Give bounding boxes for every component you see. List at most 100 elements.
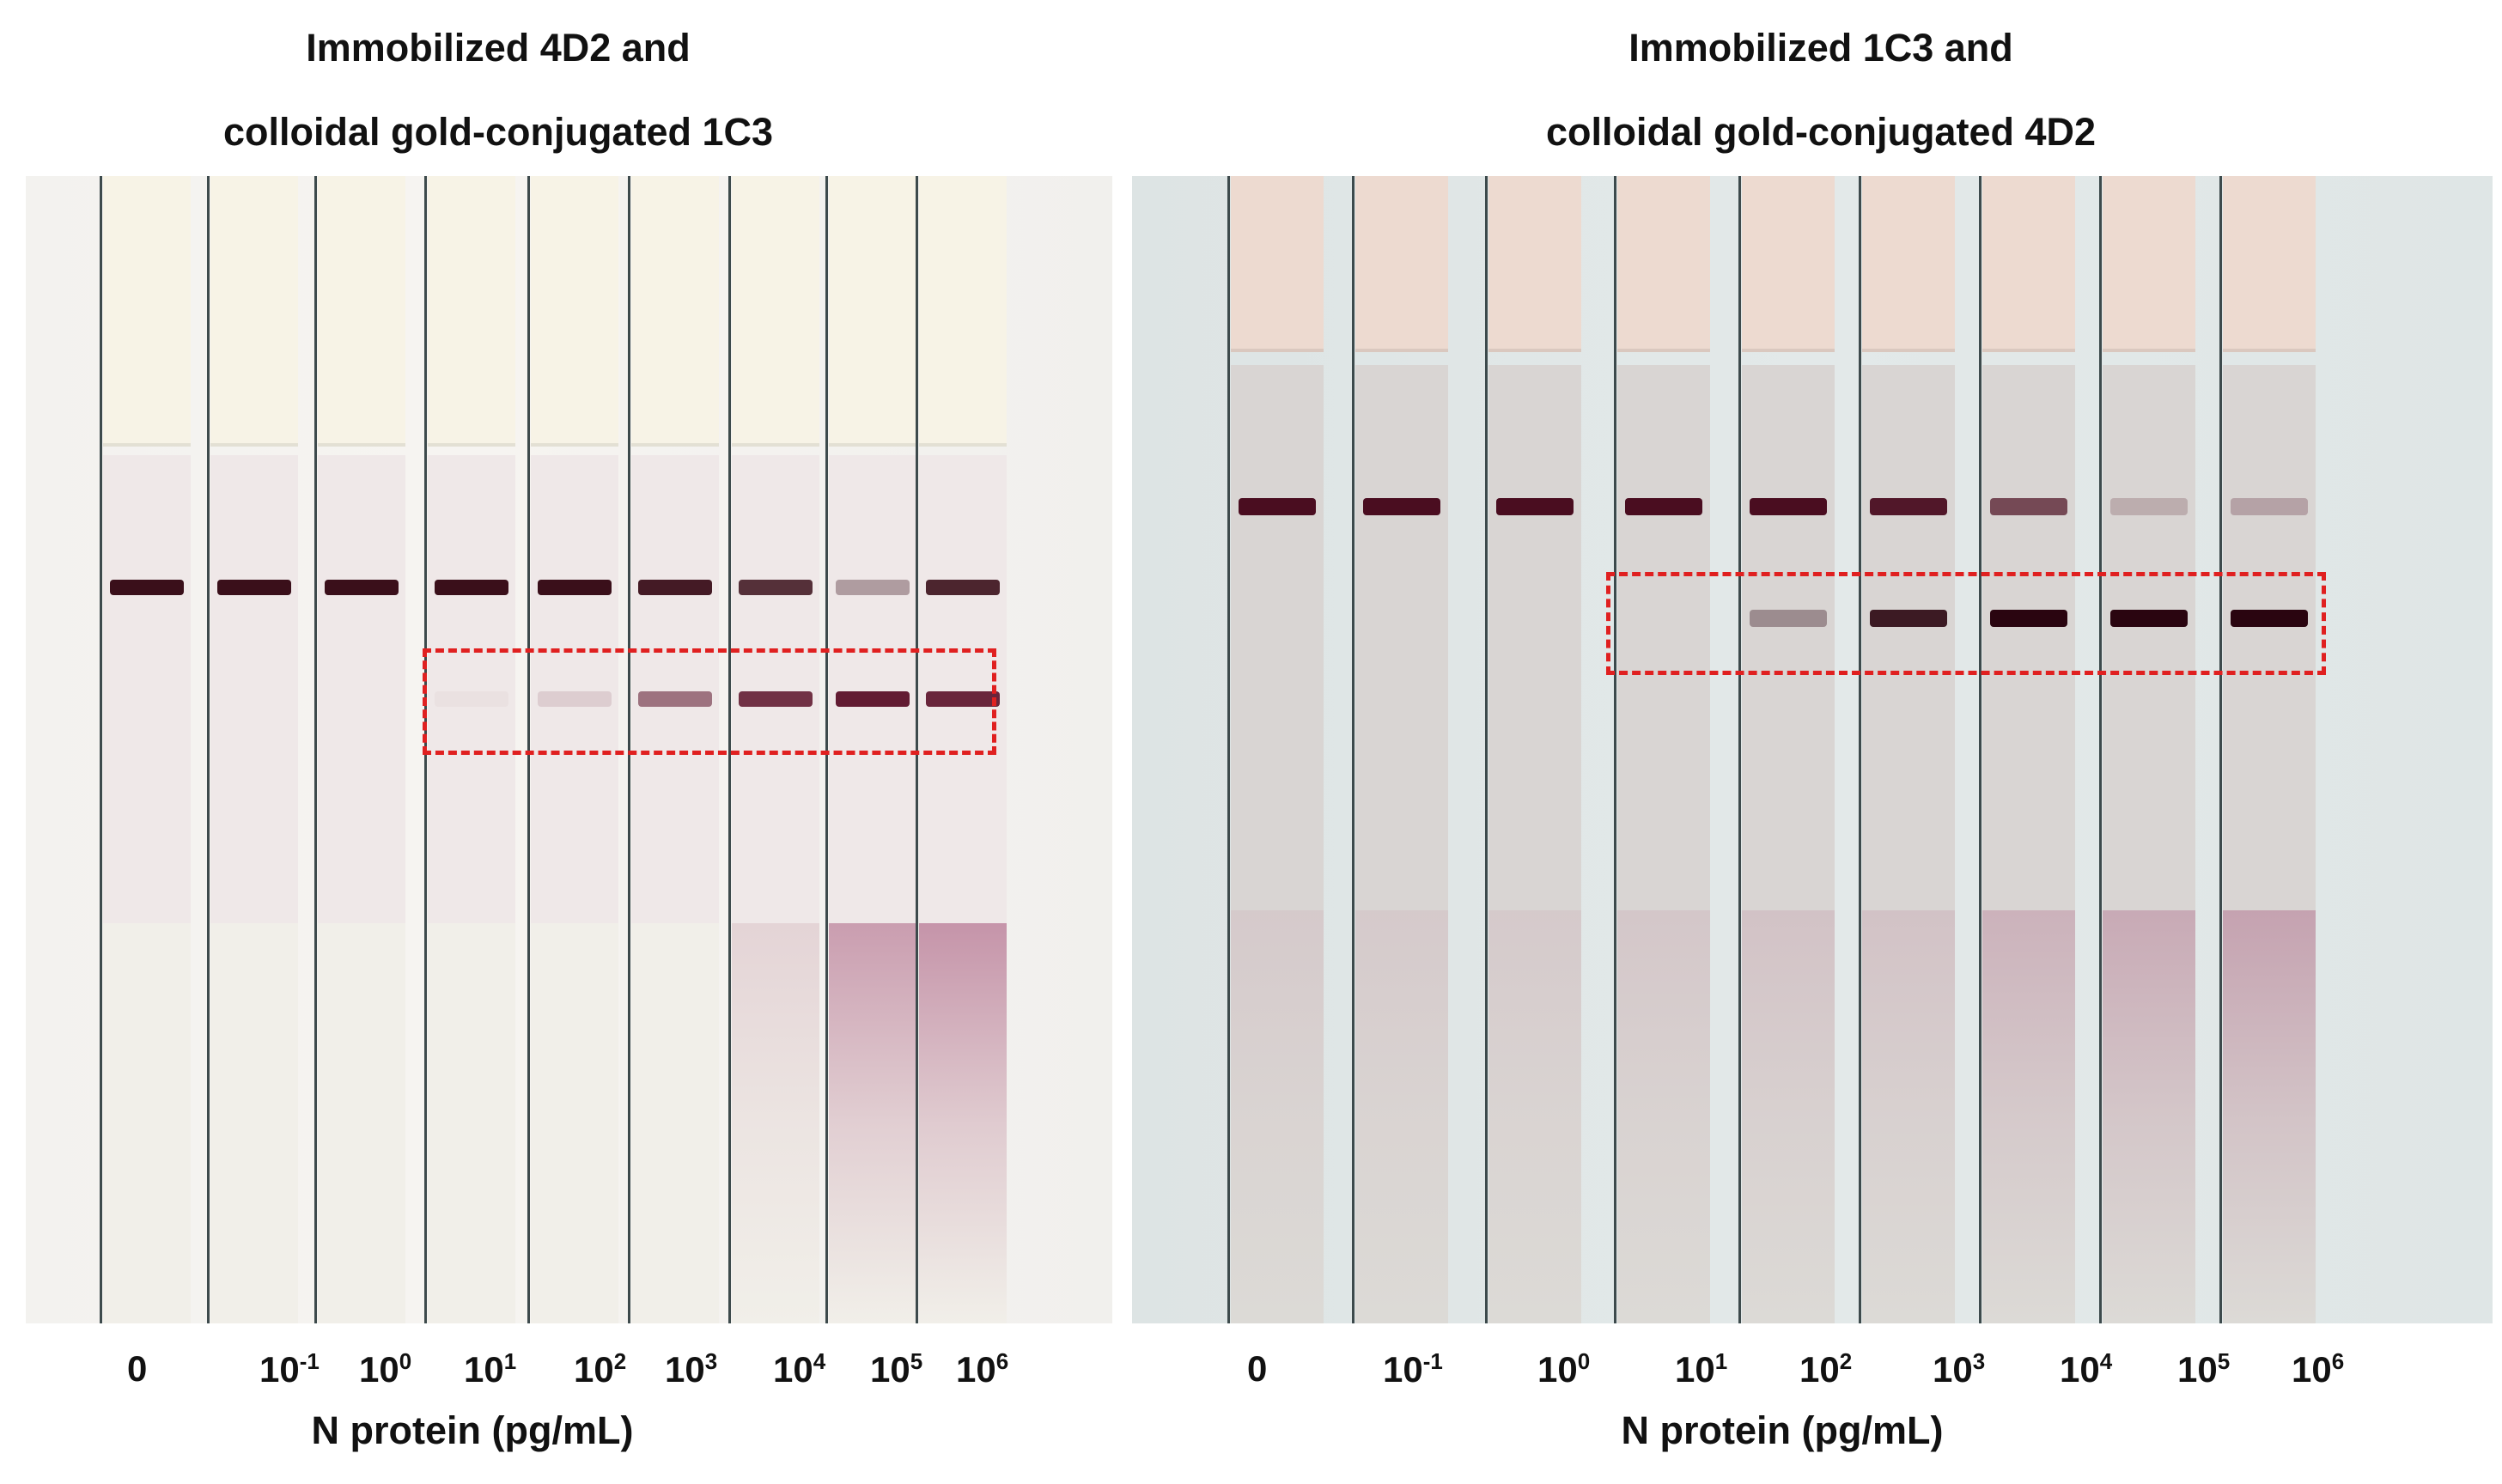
right-test-strip	[1352, 176, 1448, 1323]
test-line	[926, 691, 1000, 707]
absorbent-pad	[829, 176, 916, 447]
tick-exponent: 5	[910, 1348, 923, 1374]
left-test-strip	[424, 176, 515, 1323]
right-test-strip	[1485, 176, 1581, 1323]
sample-pad	[428, 923, 515, 1323]
right-concentration-tick-label: 104	[2060, 1348, 2112, 1390]
left-concentration-tick-label: 103	[665, 1348, 717, 1390]
strip-edge	[1979, 176, 1982, 1323]
control-line	[435, 580, 508, 595]
strip-edge	[728, 176, 731, 1323]
nitrocellulose-membrane	[2223, 365, 2316, 910]
strip-edge	[1227, 176, 1230, 1323]
left-title-line2: colloidal gold-conjugated 1C3	[222, 110, 774, 154]
sample-pad	[829, 923, 916, 1323]
left-concentration-tick-label: 10-1	[259, 1348, 320, 1390]
left-test-strip	[728, 176, 819, 1323]
absorbent-pad	[1231, 176, 1324, 352]
absorbent-pad	[531, 176, 618, 447]
left-concentration-tick-label: 0	[127, 1348, 147, 1390]
control-line	[217, 580, 291, 595]
left-concentration-tick-label: 100	[359, 1348, 411, 1390]
strip-edge	[314, 176, 317, 1323]
control-line	[1749, 498, 1828, 515]
left-test-line-highlight-box	[423, 648, 996, 755]
tick-exponent: 6	[2331, 1348, 2345, 1374]
right-concentration-tick-label: 102	[1799, 1348, 1852, 1390]
tick-exponent: 4	[813, 1348, 826, 1374]
left-concentration-tick-label: 106	[956, 1348, 1008, 1390]
right-test-strip	[1614, 176, 1710, 1323]
sample-pad	[919, 923, 1007, 1323]
sample-pad	[1742, 910, 1835, 1323]
sample-pad	[2103, 910, 2195, 1323]
strip-edge	[916, 176, 918, 1323]
right-test-strip	[2099, 176, 2195, 1323]
test-line	[110, 691, 184, 707]
tick-exponent: 5	[2217, 1348, 2231, 1374]
control-line	[325, 580, 399, 595]
left-concentration-tick-label: 101	[464, 1348, 516, 1390]
nitrocellulose-membrane	[1488, 365, 1581, 910]
tick-base: 10	[1933, 1349, 1973, 1390]
tick-exponent: 4	[2099, 1348, 2113, 1374]
test-line	[638, 691, 712, 707]
control-line	[1869, 498, 1948, 515]
tick-exponent: 2	[613, 1348, 627, 1374]
control-line	[836, 580, 910, 595]
nitrocellulose-membrane	[1617, 365, 1710, 910]
test-line	[836, 691, 910, 707]
control-line	[1238, 498, 1317, 515]
control-line	[538, 580, 612, 595]
right-x-axis-label: N protein (pg/mL)	[1621, 1408, 1944, 1452]
absorbent-pad	[732, 176, 819, 447]
tick-base: 10	[773, 1349, 813, 1390]
nitrocellulose-membrane	[531, 455, 618, 923]
control-line	[1989, 498, 2068, 515]
right-test-strip	[1859, 176, 1955, 1323]
strip-edge	[1859, 176, 1861, 1323]
nitrocellulose-membrane	[318, 455, 405, 923]
tick-base: 0	[1247, 1348, 1268, 1389]
absorbent-pad	[1488, 176, 1581, 352]
tick-exponent: 0	[399, 1348, 412, 1374]
sample-pad	[2223, 910, 2316, 1323]
control-line	[1495, 498, 1574, 515]
left-concentration-tick-label: 104	[773, 1348, 825, 1390]
absorbent-pad	[1355, 176, 1448, 352]
right-title-line1: Immobilized 1C3 and	[1628, 26, 2013, 70]
sample-pad	[1862, 910, 1955, 1323]
tick-exponent: 0	[1577, 1348, 1591, 1374]
test-line	[2230, 610, 2309, 627]
absorbent-pad	[210, 176, 298, 447]
tick-exponent: 3	[1972, 1348, 1986, 1374]
absorbent-pad	[103, 176, 191, 447]
test-line	[1496, 610, 1574, 627]
control-line	[739, 580, 813, 595]
tick-base: 0	[127, 1348, 148, 1389]
sample-pad	[631, 923, 719, 1323]
absorbent-pad	[1742, 176, 1835, 352]
tick-exponent: 1	[503, 1348, 517, 1374]
tick-base: 10	[1675, 1349, 1715, 1390]
right-test-strip	[1979, 176, 2075, 1323]
nitrocellulose-membrane	[210, 455, 298, 923]
tick-exponent: 2	[1839, 1348, 1853, 1374]
nitrocellulose-membrane	[1862, 365, 1955, 910]
absorbent-pad	[2103, 176, 2195, 352]
sample-pad	[1617, 910, 1710, 1323]
control-line	[926, 580, 1000, 595]
test-line	[1239, 610, 1317, 627]
tick-base: 10	[2060, 1349, 2100, 1390]
right-concentration-tick-label: 101	[1675, 1348, 1727, 1390]
control-line	[1362, 498, 1441, 515]
test-line	[2109, 610, 2188, 627]
sample-pad	[318, 923, 405, 1323]
control-line	[2230, 498, 2309, 515]
absorbent-pad	[1862, 176, 1955, 352]
sample-pad	[103, 923, 191, 1323]
strip-edge	[825, 176, 828, 1323]
tick-exponent: 1	[1714, 1348, 1728, 1374]
nitrocellulose-membrane	[103, 455, 191, 923]
sample-pad	[1231, 910, 1324, 1323]
